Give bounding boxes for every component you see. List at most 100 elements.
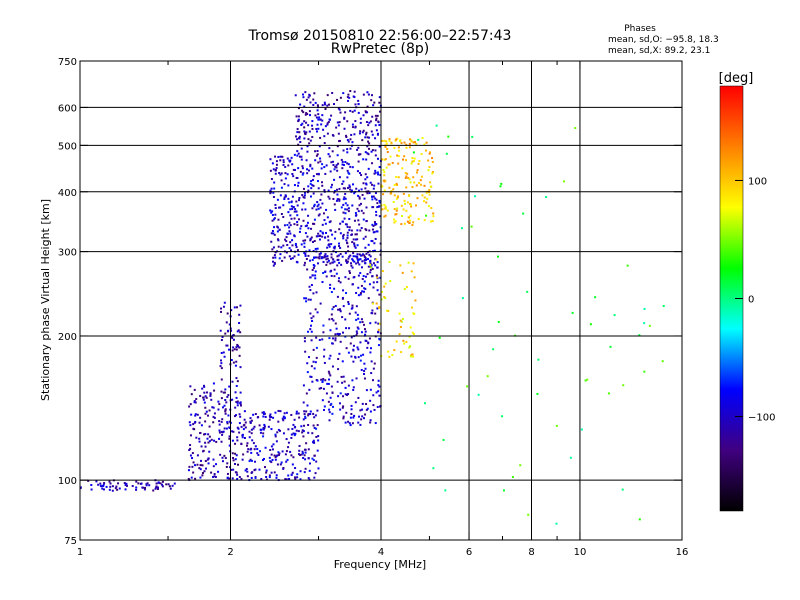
data-point — [310, 339, 313, 342]
data-point — [378, 96, 381, 99]
data-point — [347, 93, 350, 96]
data-point — [358, 263, 361, 266]
data-point — [304, 415, 307, 418]
data-point — [500, 182, 503, 185]
data-point — [365, 133, 368, 136]
data-point — [324, 379, 327, 382]
data-point — [296, 150, 299, 153]
data-point — [220, 351, 223, 354]
data-point — [102, 488, 105, 491]
data-point — [250, 459, 253, 462]
data-point — [314, 101, 317, 104]
data-point — [380, 204, 383, 207]
data-point — [348, 229, 351, 232]
data-point — [305, 131, 308, 134]
data-point — [307, 457, 310, 460]
data-point — [403, 155, 406, 158]
y-tick-label: 600 — [58, 103, 77, 114]
data-point — [287, 474, 290, 477]
data-point — [220, 420, 223, 423]
data-point — [309, 139, 312, 142]
data-point — [360, 284, 363, 287]
data-point — [339, 408, 342, 411]
data-point — [301, 122, 304, 125]
data-point — [361, 131, 364, 134]
data-point — [300, 425, 303, 428]
data-point — [317, 172, 320, 175]
data-point — [208, 435, 211, 438]
data-point — [249, 417, 252, 420]
data-point — [309, 328, 312, 331]
data-point — [405, 286, 408, 289]
data-point — [298, 416, 301, 419]
data-point — [364, 235, 367, 238]
data-point — [613, 314, 616, 317]
data-point — [188, 421, 191, 424]
data-point — [333, 103, 336, 106]
data-point — [285, 251, 288, 254]
data-point — [357, 294, 360, 297]
data-point — [571, 311, 574, 314]
data-point — [331, 261, 334, 264]
data-point — [272, 256, 275, 259]
data-point — [209, 392, 212, 395]
data-point — [326, 382, 329, 385]
data-point — [393, 208, 396, 211]
data-point — [218, 403, 221, 406]
data-point — [316, 123, 319, 126]
data-point — [272, 195, 275, 198]
data-point — [359, 272, 362, 275]
data-point — [324, 236, 327, 239]
data-point — [203, 401, 206, 404]
data-point — [403, 199, 406, 202]
data-point — [346, 139, 349, 142]
data-point — [302, 418, 305, 421]
data-point — [361, 290, 364, 293]
data-point — [253, 448, 256, 451]
data-point — [342, 187, 345, 190]
data-point — [220, 378, 223, 381]
data-point — [199, 464, 202, 467]
data-point — [307, 298, 310, 301]
data-point — [227, 414, 230, 417]
data-point — [321, 184, 324, 187]
data-point — [285, 438, 288, 441]
data-point — [315, 116, 318, 119]
data-point — [378, 293, 381, 296]
data-point — [303, 264, 306, 267]
data-point — [301, 173, 304, 176]
data-point — [203, 385, 206, 388]
data-point — [367, 341, 370, 344]
data-point — [396, 137, 399, 140]
data-point — [270, 416, 273, 419]
data-point — [281, 450, 284, 453]
data-point — [239, 331, 242, 334]
data-point — [355, 318, 358, 321]
data-point — [276, 463, 279, 466]
data-point — [661, 360, 664, 363]
data-point — [232, 430, 235, 433]
data-point — [362, 237, 365, 240]
data-point — [202, 384, 205, 387]
data-point — [383, 189, 386, 192]
data-point — [410, 139, 413, 142]
data-point — [417, 218, 420, 221]
data-point — [300, 225, 303, 228]
data-point — [249, 458, 252, 461]
data-point — [359, 229, 362, 232]
data-point — [344, 393, 347, 396]
data-point — [306, 113, 309, 116]
data-point — [378, 337, 381, 340]
data-point — [396, 154, 399, 157]
data-point — [296, 261, 299, 264]
data-point — [662, 305, 665, 308]
data-point — [327, 259, 330, 262]
data-point — [303, 297, 306, 300]
data-point — [337, 368, 340, 371]
data-point — [330, 114, 333, 117]
data-point — [290, 473, 293, 476]
data-point — [246, 450, 249, 453]
data-point — [208, 425, 211, 428]
data-point — [360, 331, 363, 334]
